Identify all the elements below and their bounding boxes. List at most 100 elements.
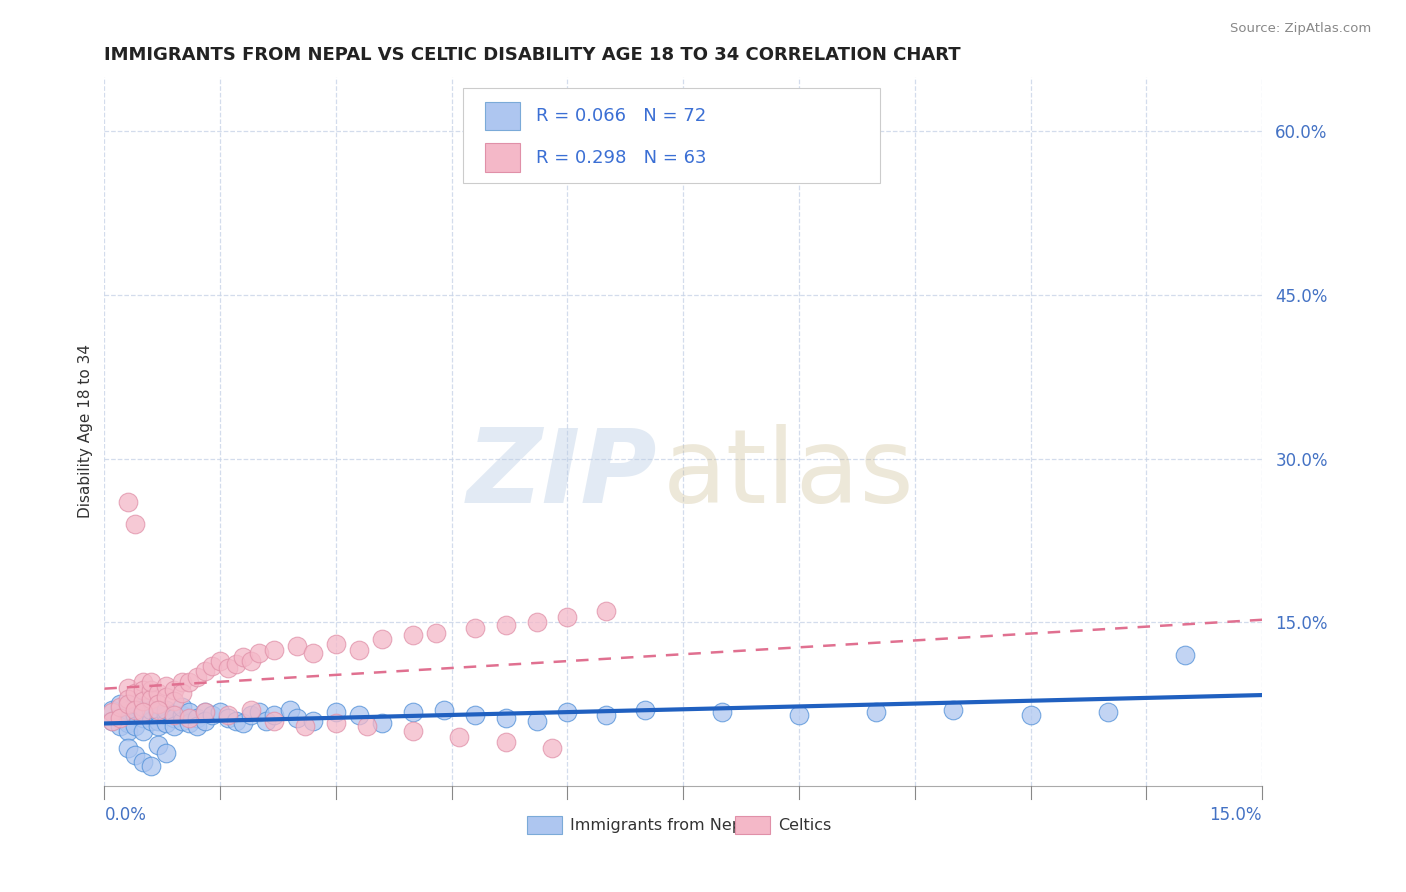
Point xyxy=(495,735,517,749)
Point xyxy=(1174,648,1197,662)
Point xyxy=(356,719,378,733)
Point xyxy=(526,714,548,728)
Y-axis label: Disability Age 18 to 34: Disability Age 18 to 34 xyxy=(79,344,93,518)
Point xyxy=(217,661,239,675)
Point xyxy=(186,711,208,725)
Point xyxy=(148,686,170,700)
Text: R = 0.066   N = 72: R = 0.066 N = 72 xyxy=(536,107,706,125)
Point xyxy=(170,686,193,700)
Text: atlas: atlas xyxy=(662,424,914,524)
Point xyxy=(186,719,208,733)
Point xyxy=(148,705,170,719)
Point xyxy=(294,719,316,733)
Point xyxy=(209,705,232,719)
Point xyxy=(186,670,208,684)
Point xyxy=(124,686,146,700)
Point xyxy=(209,654,232,668)
Point xyxy=(117,703,139,717)
Point xyxy=(557,705,579,719)
Point xyxy=(170,700,193,714)
Point xyxy=(170,714,193,728)
Point xyxy=(179,715,201,730)
Point xyxy=(108,700,131,714)
Point xyxy=(117,715,139,730)
Point xyxy=(495,617,517,632)
Point xyxy=(232,715,254,730)
Point xyxy=(201,708,224,723)
Point xyxy=(1097,705,1119,719)
FancyBboxPatch shape xyxy=(463,87,880,183)
Point xyxy=(285,711,308,725)
Point xyxy=(217,711,239,725)
Point xyxy=(402,724,425,739)
Point xyxy=(132,683,155,698)
Point xyxy=(179,675,201,690)
Point xyxy=(595,605,617,619)
Point xyxy=(247,705,270,719)
Point xyxy=(557,610,579,624)
Point xyxy=(595,708,617,723)
Point xyxy=(402,705,425,719)
Point xyxy=(256,714,278,728)
Point xyxy=(132,711,155,725)
Point xyxy=(139,708,162,723)
Point xyxy=(139,683,162,698)
Point xyxy=(194,705,217,719)
Point xyxy=(194,705,217,719)
Point xyxy=(117,740,139,755)
Point xyxy=(325,705,347,719)
Point xyxy=(148,738,170,752)
Point xyxy=(155,703,177,717)
Point xyxy=(163,694,186,708)
Point xyxy=(347,642,370,657)
Point xyxy=(124,708,146,723)
Point xyxy=(117,714,139,728)
Point xyxy=(449,730,471,744)
Point xyxy=(194,665,217,679)
Text: Source: ZipAtlas.com: Source: ZipAtlas.com xyxy=(1230,22,1371,36)
Point xyxy=(179,711,201,725)
Point xyxy=(117,681,139,695)
Point xyxy=(148,703,170,717)
Point xyxy=(108,719,131,733)
Point xyxy=(139,675,162,690)
Point xyxy=(301,714,323,728)
Point xyxy=(155,690,177,704)
Point xyxy=(148,719,170,733)
Point xyxy=(163,708,186,723)
Point xyxy=(108,711,131,725)
Point xyxy=(285,640,308,654)
Text: R = 0.298   N = 63: R = 0.298 N = 63 xyxy=(536,149,707,167)
Point xyxy=(201,659,224,673)
Point xyxy=(170,708,193,723)
Text: Immigrants from Nepal: Immigrants from Nepal xyxy=(569,818,756,832)
Point xyxy=(232,650,254,665)
Point xyxy=(194,714,217,728)
Point xyxy=(101,705,124,719)
Point xyxy=(108,697,131,711)
Point xyxy=(495,711,517,725)
Point xyxy=(325,637,347,651)
Point xyxy=(155,747,177,761)
Bar xyxy=(527,816,561,834)
Point xyxy=(1019,708,1042,723)
Point xyxy=(263,642,285,657)
Text: 0.0%: 0.0% xyxy=(104,805,146,823)
Point xyxy=(170,675,193,690)
Point xyxy=(132,705,155,719)
Point xyxy=(240,703,263,717)
Point xyxy=(155,715,177,730)
Point xyxy=(163,719,186,733)
Point xyxy=(464,621,486,635)
Bar xyxy=(485,144,520,172)
Point xyxy=(124,697,146,711)
Point xyxy=(263,714,285,728)
Point xyxy=(139,759,162,773)
Point xyxy=(108,708,131,723)
Point xyxy=(117,495,139,509)
Point xyxy=(124,517,146,532)
Point xyxy=(541,740,564,755)
Point xyxy=(787,708,810,723)
Text: IMMIGRANTS FROM NEPAL VS CELTIC DISABILITY AGE 18 TO 34 CORRELATION CHART: IMMIGRANTS FROM NEPAL VS CELTIC DISABILI… xyxy=(104,46,962,64)
Point xyxy=(148,697,170,711)
